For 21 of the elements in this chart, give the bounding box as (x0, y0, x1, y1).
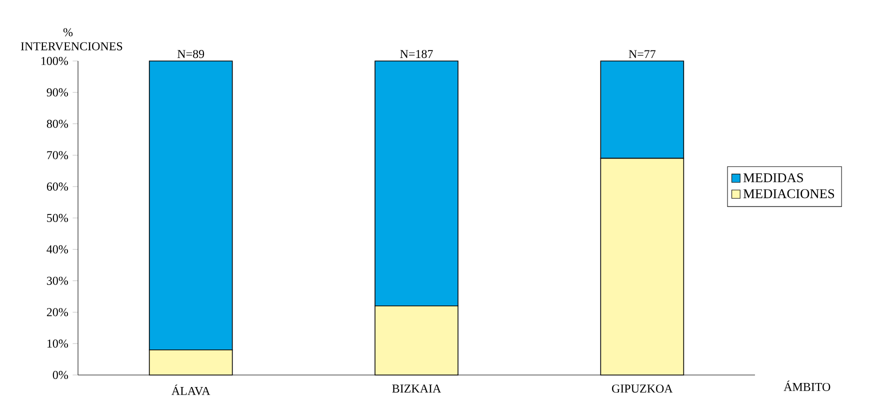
y-tick-label: 70% (47, 151, 68, 160)
y-tick-label: 100% (41, 56, 68, 66)
y-tick-label: 50% (47, 214, 68, 222)
annotation: N=89 (177, 50, 204, 58)
x-tick-label: GIPUZKOA (612, 384, 673, 393)
annotation: N=187 (400, 50, 433, 58)
x-axis-title: ÁMBITO (784, 380, 830, 392)
y-tick-label: 10% (47, 340, 68, 348)
x-tick-label: BIZKAIA (392, 384, 442, 393)
legend-label: MEDIDAS (743, 173, 803, 182)
x-tick-label: ÁLAVA (172, 384, 210, 396)
y-tick-label: 80% (46, 120, 68, 128)
y-tick-label: 60% (46, 182, 68, 191)
y-tick-label: 40% (46, 245, 68, 254)
y-tick-label: 90% (46, 88, 68, 96)
legend-label: MEDIACIONES (743, 189, 834, 198)
y-tick-label: 20% (46, 308, 68, 316)
y-tick-label: 0% (52, 370, 68, 380)
annotation: N=77 (628, 50, 656, 58)
y-tick-label: 30% (46, 276, 68, 285)
y-axis-title: % INTERVENCIONES (20, 28, 122, 50)
